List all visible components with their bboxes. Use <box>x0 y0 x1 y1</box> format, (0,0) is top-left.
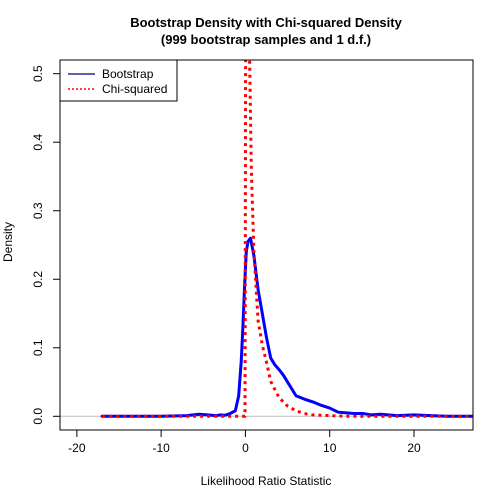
chart-title: Bootstrap Density with Chi-squared Densi… <box>130 15 402 30</box>
y-tick-label: 0.5 <box>31 65 45 82</box>
x-axis-label: Likelihood Ratio Statistic <box>201 474 332 488</box>
x-tick-label: 0 <box>242 441 249 455</box>
series-line-bootstrap <box>100 236 473 418</box>
x-tick-label: -10 <box>152 441 170 455</box>
y-tick-label: 0.2 <box>31 271 45 288</box>
x-tick-label: 10 <box>323 441 337 455</box>
y-tick-label: 0.1 <box>31 339 45 356</box>
legend-label-chi-squared: Chi-squared <box>102 82 167 96</box>
x-tick-label: 20 <box>407 441 421 455</box>
plot-frame <box>59 59 474 431</box>
axes-layer: -20 -10 0 10 20 0.0 0.1 0.2 0.3 0.4 0.5 <box>31 65 421 455</box>
series-line-chi-squared <box>102 60 473 418</box>
y-tick-label: 0.4 <box>31 134 45 151</box>
series-layer <box>100 60 473 418</box>
y-tick-label: 0.3 <box>31 202 45 219</box>
chart-subtitle: (999 bootstrap samples and 1 d.f.) <box>161 32 371 47</box>
y-tick-label: 0.0 <box>31 408 45 425</box>
legend: Bootstrap Chi-squared <box>59 59 178 102</box>
legend-box <box>59 59 178 102</box>
y-axis-label: Density <box>1 222 15 262</box>
legend-label-bootstrap: Bootstrap <box>102 67 154 81</box>
x-tick-label: -20 <box>68 441 86 455</box>
